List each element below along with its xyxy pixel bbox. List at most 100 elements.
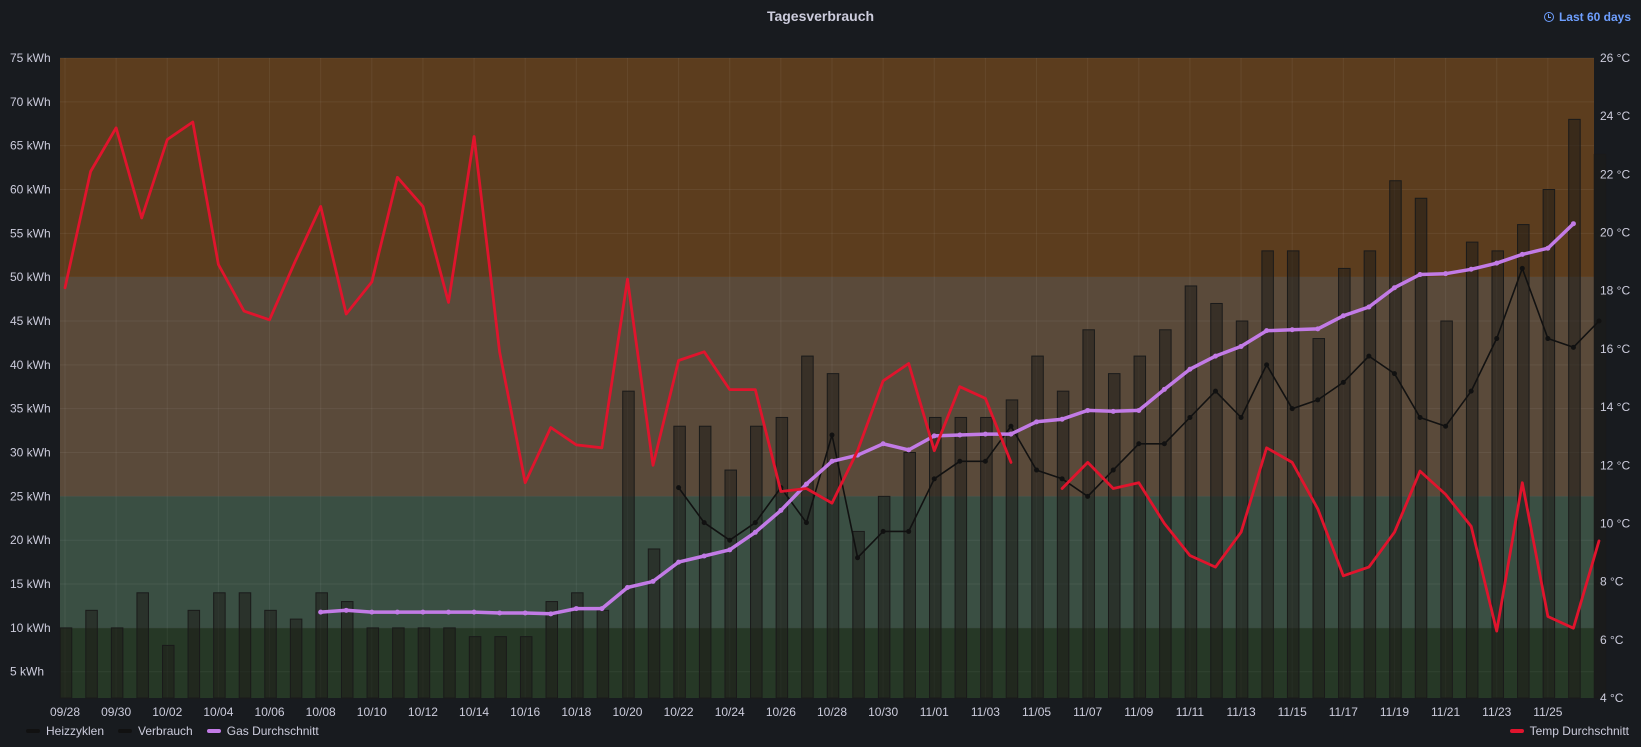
line-gas-durchschnitt [318,221,1576,616]
x-tick-label: 10/26 [766,705,796,719]
bar-heizzyklen [980,416,993,699]
x-tick-label: 10/12 [408,705,438,719]
bar-heizzyklen [264,609,277,699]
y-right-tick-label: 6 °C [1600,633,1624,647]
point-gas-durchschnitt [599,606,605,612]
y-left-tick-label: 5 kWh [10,665,44,679]
y-left-tick-label: 45 kWh [10,314,51,328]
bar-heizzyklen [826,373,840,699]
x-tick-label: 11/15 [1278,705,1307,719]
point-gas-durchschnitt [1468,266,1474,272]
bar-heizzyklen [1031,355,1044,699]
point-verbrauch [752,520,758,526]
bar-heizzyklen [1363,250,1377,699]
bar-heizzyklen [929,416,942,699]
point-verbrauch [1340,379,1346,385]
bar-heizzyklen [1107,373,1121,699]
point-gas-durchschnitt [1008,431,1014,437]
bar-heizzyklen [417,627,431,699]
y-left-tick-label: 15 kWh [10,577,51,591]
bar-heizzyklen [1491,250,1504,699]
x-tick-label: 10/14 [459,705,489,719]
bar-heizzyklen [903,452,916,699]
bar-heizzyklen [1133,355,1147,699]
legend-item-heizzyklen[interactable]: Heizzyklen [26,724,104,738]
point-gas-durchschnitt [1315,326,1321,332]
legend-label-verbrauch: Verbrauch [138,724,193,738]
legend-label-gas: Gas Durchschnitt [226,724,319,738]
legend-swatch-heizzyklen [26,729,40,733]
point-gas-durchschnitt [727,547,733,553]
bar-heizzyklen [85,609,98,699]
bar-heizzyklen [340,601,354,699]
point-gas-durchschnitt [931,433,937,439]
point-verbrauch [982,458,988,464]
threshold-band-0 [60,58,1594,278]
bar-heizzyklen [724,469,737,699]
x-tick-label: 11/13 [1226,705,1255,719]
point-gas-durchschnitt [1443,271,1449,277]
point-gas-durchschnitt [906,447,912,453]
legend-label-heizzyklen: Heizzyklen [46,724,105,738]
point-gas-durchschnitt [1519,251,1525,257]
point-verbrauch [803,520,809,526]
y-right-tick-label: 26 °C [1600,51,1630,65]
bar-heizzyklen [1542,189,1556,699]
x-tick-label: 11/17 [1329,705,1358,719]
point-gas-durchschnitt [1213,353,1218,359]
bar-heizzyklen [315,592,328,699]
line-temp-durchschnitt [63,120,1601,633]
point-verbrauch [1187,414,1193,420]
x-tick-label: 11/07 [1073,705,1102,719]
x-tick-label: 11/25 [1533,705,1562,719]
legend-item-gas-durchschnitt[interactable]: Gas Durchschnitt [206,724,319,738]
point-verbrauch [1059,476,1065,482]
time-range-label: Last 60 days [1558,10,1631,24]
y-right-tick-label: 4 °C [1600,691,1624,705]
bar-heizzyklen [622,390,635,699]
point-gas-durchschnitt [1034,419,1040,425]
point-gas-durchschnitt [1494,260,1500,266]
x-tick-label: 11/05 [1022,705,1051,719]
clock-icon [1543,12,1554,22]
bar-heizzyklen [519,636,533,699]
point-verbrauch [855,555,861,561]
point-verbrauch [1315,397,1321,403]
bar-heizzyklen [571,592,584,699]
point-verbrauch [701,520,707,526]
point-gas-durchschnitt [497,610,503,616]
y-left-tick-label: 50 kWh [10,270,51,284]
point-gas-durchschnitt [1545,245,1551,251]
bar-heizzyklen [187,609,201,699]
point-verbrauch [1289,406,1295,412]
bar-heizzyklen [238,592,252,699]
point-verbrauch [727,537,733,543]
bar-heizzyklen [1593,153,1607,699]
bar-heizzyklen [136,592,149,699]
y-right-tick-label: 12 °C [1600,458,1630,472]
y-right-tick-label: 14 °C [1600,400,1630,414]
legend-swatch-temp [1509,729,1524,733]
time-range-picker[interactable]: Last 60 days [1543,10,1631,24]
y-right-tick-label: 10 °C [1600,516,1630,530]
point-gas-durchschnitt [1289,327,1295,333]
bar-heizzyklen [1005,399,1019,699]
bar-heizzyklen [852,530,865,699]
point-gas-durchschnitt [1570,221,1576,227]
bar-heizzyklen [1389,180,1402,699]
y-left-tick-label: 35 kWh [10,402,51,416]
point-gas-durchschnitt [803,481,809,487]
point-gas-durchschnitt [650,578,656,584]
y-right-tick-label: 8 °C [1600,575,1624,589]
legend-item-verbrauch[interactable]: Verbrauch [118,724,193,738]
point-verbrauch [1443,423,1449,429]
bar-heizzyklen [877,495,891,699]
bar-heizzyklen [750,425,763,699]
y-right-tick-label: 24 °C [1600,109,1630,123]
x-tick-label: 10/28 [817,705,847,719]
point-gas-durchschnitt [548,611,554,617]
point-verbrauch [829,432,835,438]
legend-item-temp-durchschnitt[interactable]: Temp Durchschnitt [1509,724,1629,738]
point-gas-durchschnitt [676,559,682,565]
point-gas-durchschnitt [1238,343,1244,349]
